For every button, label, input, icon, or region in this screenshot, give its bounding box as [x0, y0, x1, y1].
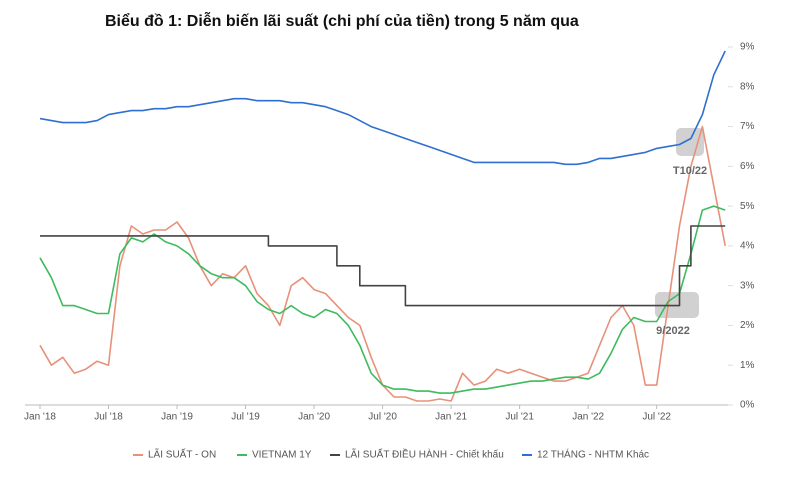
x-tick-label: Jan '22 [572, 412, 604, 423]
y-tick-label: 7% [740, 121, 755, 132]
x-tick-label: Jan '20 [298, 412, 330, 423]
highlight-box [676, 128, 704, 156]
y-tick-label: 6% [740, 161, 755, 172]
x-tick-label: Jan '19 [161, 412, 193, 423]
x-tick-label: Jul '19 [231, 412, 260, 423]
annotation: 9/2022 [656, 325, 690, 337]
x-tick-label: Jan '18 [24, 412, 56, 423]
y-tick-label: 4% [740, 241, 755, 252]
y-tick-label: 1% [740, 360, 755, 371]
chart-title: Biểu đồ 1: Diễn biến lãi suất (chi phí c… [105, 11, 579, 30]
series-line [40, 225, 726, 307]
x-tick-label: Jan '21 [435, 412, 467, 423]
y-tick-label: 8% [740, 81, 755, 92]
legend-label: 12 THÁNG - NHTM Khác [537, 448, 649, 461]
x-tick-label: Jul '21 [505, 412, 534, 423]
x-tick-label: Jul '20 [368, 412, 397, 423]
legend-label: LÃI SUẤT ĐIỀU HÀNH - Chiết khấu [345, 448, 504, 461]
y-tick-label: 2% [740, 320, 755, 331]
x-tick-label: Jul '22 [642, 412, 671, 423]
legend-label: LÃI SUẤT - ON [148, 448, 216, 461]
series-line [39, 50, 726, 166]
x-tick-label: Jul '18 [94, 412, 123, 423]
y-tick-label: 0% [740, 400, 755, 411]
y-tick-label: 5% [740, 201, 755, 212]
annotation: T10/22 [673, 165, 707, 177]
legend-label: VIETNAM 1Y [252, 450, 312, 461]
series-line [39, 125, 726, 402]
series-line [39, 205, 726, 394]
y-tick-label: 9% [740, 42, 755, 53]
y-tick-label: 3% [740, 280, 755, 291]
